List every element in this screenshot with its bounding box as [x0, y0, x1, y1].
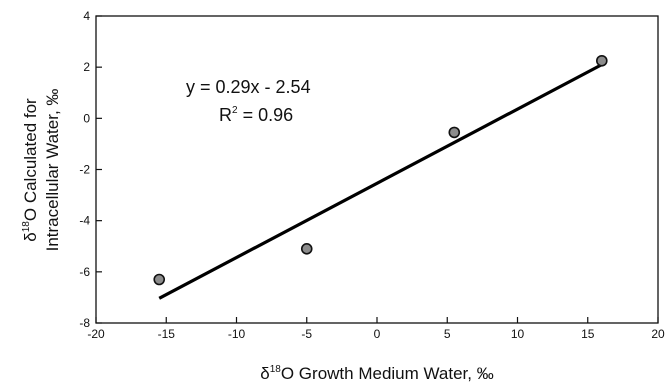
y-tick-label: -2: [79, 163, 90, 177]
y-tick-label: 4: [83, 9, 90, 23]
x-tick-label: -10: [228, 327, 246, 341]
x-axis-ticks: -20 -15 -10 -5 0 5 10 15 20: [87, 317, 665, 341]
y-axis-title-line1: δ18O Calculated for: [21, 98, 40, 242]
x-tick-label: 5: [444, 327, 451, 341]
regression-line: [158, 63, 603, 300]
x-tick-label: -15: [158, 327, 176, 341]
y-tick-label: 2: [83, 60, 90, 74]
x-tick-label: 15: [581, 327, 595, 341]
data-point: [153, 273, 166, 286]
y-axis-title-line2: Intracellular Water, ‰: [43, 89, 62, 252]
y-tick-label: 0: [83, 111, 90, 125]
data-point: [448, 126, 461, 139]
r-squared-label: R2 = 0.96: [219, 105, 293, 125]
x-tick-label: 0: [374, 327, 381, 341]
y-axis-ticks: -8 -6 -4 -2 0 2 4: [79, 9, 102, 330]
data-point: [595, 54, 608, 67]
y-axis-title: δ18O Calculated for Intracellular Water,…: [21, 89, 62, 252]
equation-label: y = 0.29x - 2.54: [186, 77, 311, 97]
x-tick-label: 20: [651, 327, 665, 341]
x-tick-label: 10: [511, 327, 525, 341]
data-points: [153, 54, 608, 286]
data-point: [300, 243, 313, 255]
x-tick-label: -5: [301, 327, 312, 341]
x-tick-label: -20: [87, 327, 105, 341]
x-axis-title: δ18O Growth Medium Water, ‰: [260, 364, 493, 383]
y-tick-label: -8: [79, 316, 90, 330]
y-tick-label: -6: [79, 265, 90, 279]
plot-frame: [95, 15, 659, 324]
y-tick-label: -4: [79, 214, 90, 228]
